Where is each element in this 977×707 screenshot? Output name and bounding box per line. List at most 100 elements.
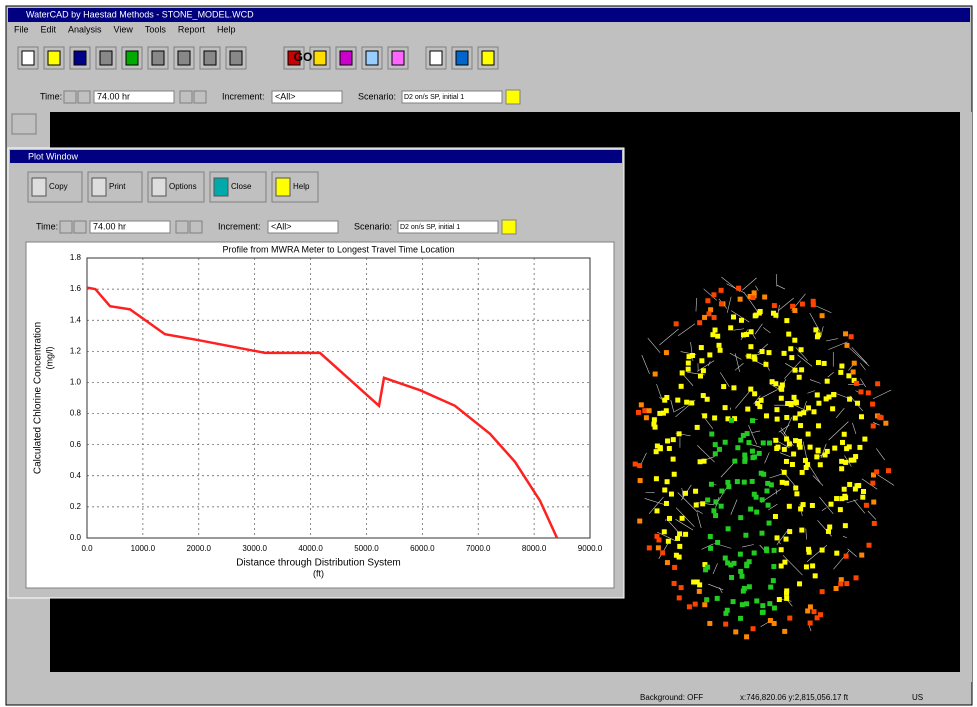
time-value: 74.00 hr — [93, 221, 126, 231]
junction — [780, 480, 785, 485]
folder-button[interactable] — [506, 90, 520, 104]
junction — [660, 550, 665, 555]
junction — [658, 446, 663, 451]
junction — [713, 513, 718, 518]
junction — [772, 303, 777, 308]
tool-button[interactable] — [12, 114, 36, 134]
y-tick-label: 0.6 — [70, 440, 82, 449]
junction — [774, 407, 779, 412]
junction — [784, 596, 789, 601]
junction — [784, 318, 789, 323]
junction — [743, 533, 748, 538]
x-tick-label: 1000.0 — [131, 544, 156, 553]
step-button[interactable] — [190, 221, 202, 233]
junction — [726, 484, 731, 489]
menu-item[interactable]: View — [114, 24, 134, 34]
menu-item[interactable]: Tools — [145, 24, 167, 34]
junction — [828, 502, 833, 507]
junction — [735, 479, 740, 484]
junction — [654, 534, 659, 539]
junction — [699, 358, 704, 363]
junction — [726, 526, 731, 531]
junction — [748, 387, 753, 392]
junction — [759, 398, 764, 403]
junction — [844, 581, 849, 586]
junction — [826, 395, 831, 400]
junction — [752, 357, 757, 362]
junction — [738, 438, 743, 443]
junction — [656, 545, 661, 550]
vertical-scrollbar[interactable] — [960, 112, 972, 682]
horizontal-scrollbar[interactable] — [50, 672, 960, 684]
junction — [671, 437, 676, 442]
menu-item[interactable]: Analysis — [68, 24, 102, 34]
plot-button-label[interactable]: Options — [169, 182, 197, 191]
junction — [831, 392, 836, 397]
junction — [871, 423, 876, 428]
junction — [822, 361, 827, 366]
junction — [715, 540, 720, 545]
junction — [787, 616, 792, 621]
junction — [708, 546, 713, 551]
junction — [680, 370, 685, 375]
junction — [844, 446, 849, 451]
junction — [723, 440, 728, 445]
step-button[interactable] — [78, 91, 90, 103]
junction — [677, 531, 682, 536]
junction — [839, 364, 844, 369]
step-button[interactable] — [74, 221, 86, 233]
junction — [729, 418, 734, 423]
menu-item[interactable]: Edit — [41, 24, 57, 34]
junction — [748, 344, 753, 349]
junction — [669, 492, 674, 497]
junction — [778, 386, 783, 391]
junction — [815, 392, 820, 397]
junction — [744, 332, 749, 337]
menu-item[interactable]: File — [14, 24, 29, 34]
step-button[interactable] — [176, 221, 188, 233]
menu-item[interactable]: Report — [178, 24, 206, 34]
junction — [710, 332, 715, 337]
junction — [776, 445, 781, 450]
junction — [788, 346, 793, 351]
junction — [703, 567, 708, 572]
junction — [760, 349, 765, 354]
junction — [687, 354, 692, 359]
step-button[interactable] — [194, 91, 206, 103]
junction — [775, 417, 780, 422]
step-button[interactable] — [60, 221, 72, 233]
junction — [757, 451, 762, 456]
plot-button-label[interactable]: Print — [109, 182, 126, 191]
junction — [680, 516, 685, 521]
status-field: Background: OFF — [640, 693, 703, 702]
junction — [800, 470, 805, 475]
step-button[interactable] — [64, 91, 76, 103]
step-button[interactable] — [180, 91, 192, 103]
folder-button[interactable] — [502, 220, 516, 234]
junction — [693, 602, 698, 607]
status-field: x:746,820.06 y:2,815,056.17 ft — [740, 693, 849, 702]
y-tick-label: 1.0 — [70, 378, 82, 387]
menu-item[interactable]: Help — [217, 24, 236, 34]
junction — [719, 504, 724, 509]
junction — [723, 622, 728, 627]
junction — [652, 417, 657, 422]
junction — [784, 436, 789, 441]
junction — [700, 501, 705, 506]
go-button[interactable]: GO — [294, 50, 313, 64]
plot-button-label[interactable]: Close — [231, 182, 252, 191]
junction — [707, 352, 712, 357]
junction — [770, 379, 775, 384]
junction — [738, 616, 743, 621]
plot-button-label[interactable]: Copy — [49, 182, 68, 191]
junction — [866, 390, 871, 395]
junction — [713, 328, 718, 333]
junction — [825, 379, 830, 384]
plot-button-label[interactable]: Help — [293, 182, 310, 191]
junction — [851, 369, 856, 374]
junction — [772, 606, 777, 611]
junction — [839, 466, 844, 471]
junction — [872, 521, 877, 526]
x-tick-label: 2000.0 — [187, 544, 212, 553]
